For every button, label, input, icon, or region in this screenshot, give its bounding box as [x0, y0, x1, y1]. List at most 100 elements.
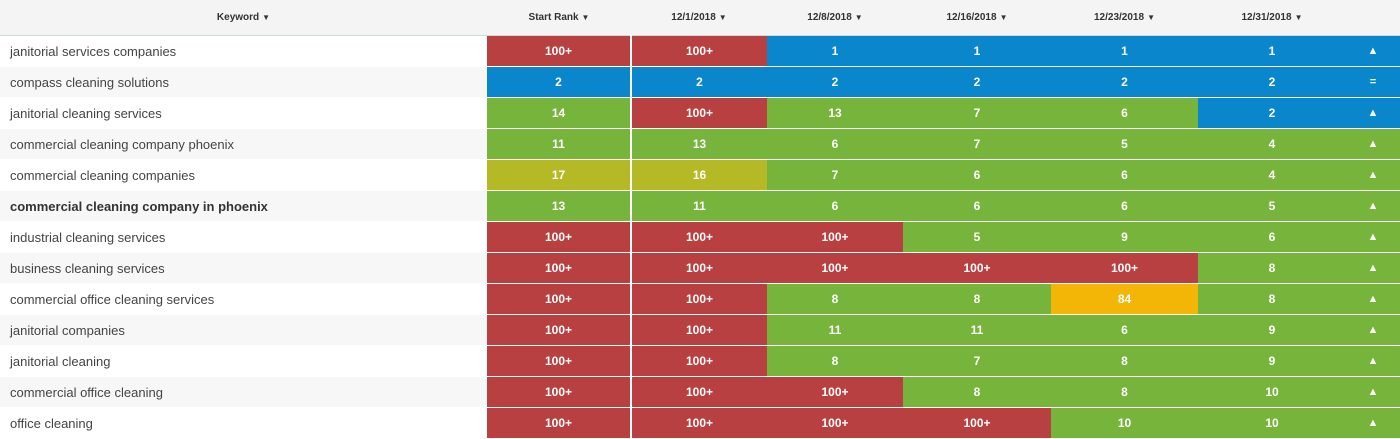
- keyword-cell: janitorial cleaning: [0, 345, 487, 377]
- rank-cell: 8: [1051, 345, 1198, 377]
- keyword-cell: commercial office cleaning services: [0, 283, 487, 315]
- table-row: commercial office cleaning 100+ 100+ 100+ 8 8…: [0, 376, 1400, 408]
- rank-cell: 6: [1198, 221, 1346, 253]
- rank-cell: 16: [631, 159, 767, 191]
- start-rank-cell: 100+: [487, 221, 632, 253]
- sort-arrow-icon: ▼: [854, 13, 863, 22]
- trend-up-icon: ▲: [1346, 190, 1400, 222]
- trend-up-icon: ▲: [1346, 314, 1400, 346]
- keyword-cell: commercial cleaning company in phoenix: [0, 190, 487, 222]
- table-row: commercial cleaning company phoenix 11 13 6…: [0, 128, 1400, 160]
- start-rank-cell: 100+: [487, 252, 632, 284]
- keyword-cell: industrial cleaning services: [0, 221, 487, 253]
- rank-cell: 84: [1051, 283, 1198, 315]
- rank-cell: 4: [1198, 128, 1346, 160]
- rank-cell: 100+: [631, 314, 767, 346]
- rank-cell: 6: [767, 128, 903, 160]
- trend-up-icon: ▲: [1346, 35, 1400, 67]
- rank-cell: 2: [1051, 66, 1198, 98]
- rank-cell: 7: [903, 128, 1051, 160]
- rank-cell: 8: [1051, 376, 1198, 408]
- rank-cell: 1: [1198, 35, 1346, 67]
- table-header: Keyword ▼ Start Rank ▼ 12/1/2018 ▼ 12/8/201…: [0, 0, 1400, 36]
- sort-arrow-icon: ▼: [1147, 13, 1155, 22]
- column-header-trend: [1346, 0, 1400, 36]
- rank-cell: 100+: [631, 97, 767, 129]
- rank-cell: 8: [1198, 283, 1346, 315]
- rank-cell: 9: [1051, 221, 1198, 253]
- keyword-cell: janitorial cleaning services: [0, 97, 487, 129]
- trend-equal-icon: =: [1346, 66, 1400, 98]
- column-header-label: 12/31/2018: [1241, 12, 1292, 23]
- rank-cell: 2: [631, 66, 767, 98]
- trend-up-icon: ▲: [1346, 159, 1400, 191]
- table-body: janitorial services companies 100+ 100+ 1 1 1…: [0, 35, 1400, 439]
- rank-cell: 5: [1198, 190, 1346, 222]
- column-header-label: 12/16/2018: [946, 12, 997, 23]
- rank-cell: 10: [1198, 376, 1346, 408]
- keyword-cell: commercial office cleaning: [0, 376, 487, 408]
- rank-cell: 100+: [903, 252, 1051, 284]
- table-row: janitorial companies 100+ 100+ 11 11 6 9 ▲: [0, 314, 1400, 346]
- start-rank-cell: 100+: [487, 314, 632, 346]
- trend-up-icon: ▲: [1346, 97, 1400, 129]
- column-header-start-rank[interactable]: Start Rank ▼: [487, 0, 631, 36]
- sort-arrow-icon: ▼: [718, 13, 727, 22]
- table-row: janitorial services companies 100+ 100+ 1 1 1…: [0, 35, 1400, 67]
- rank-cell: 100+: [631, 221, 767, 253]
- rank-cell: 5: [1051, 128, 1198, 160]
- keyword-cell: business cleaning services: [0, 252, 487, 284]
- rank-cell: 6: [1051, 159, 1198, 191]
- sort-arrow-icon: ▼: [581, 13, 590, 22]
- rank-cell: 6: [1051, 314, 1198, 346]
- rank-cell: 1: [1051, 35, 1198, 67]
- rank-cell: 100+: [767, 221, 903, 253]
- start-rank-cell: 100+: [487, 35, 632, 67]
- rank-cell: 100+: [631, 252, 767, 284]
- column-header-label: 12/1/2018: [671, 12, 716, 23]
- column-header-label: Keyword: [216, 12, 260, 23]
- column-header-date-1[interactable]: 12/1/2018 ▼: [631, 0, 767, 36]
- table-row: industrial cleaning services 100+ 100+ 100+…: [0, 221, 1400, 253]
- column-header-date-4[interactable]: 12/23/2018 ▼: [1051, 0, 1198, 36]
- sort-arrow-icon: ▼: [1294, 13, 1303, 22]
- rank-cell: 2: [903, 66, 1051, 98]
- rank-cell: 6: [1051, 190, 1198, 222]
- rank-cell: 7: [903, 97, 1051, 129]
- keyword-cell: commercial cleaning companies: [0, 159, 487, 191]
- rank-cell: 6: [903, 159, 1051, 191]
- start-rank-cell: 2: [487, 66, 632, 98]
- rank-cell: 100+: [631, 283, 767, 315]
- rank-cell: 5: [903, 221, 1051, 253]
- rank-cell: 13: [631, 128, 767, 160]
- trend-up-icon: ▲: [1346, 283, 1400, 315]
- rank-cell: 100+: [631, 345, 767, 377]
- start-rank-cell: 17: [487, 159, 632, 191]
- start-rank-cell: 100+: [487, 376, 632, 408]
- rank-cell: 1: [767, 35, 903, 67]
- rank-cell: 2: [767, 66, 903, 98]
- trend-up-icon: ▲: [1346, 376, 1400, 408]
- column-header-keyword[interactable]: Keyword ▼: [0, 0, 487, 36]
- column-header-label: 12/23/2018: [1094, 12, 1145, 23]
- rank-cell: 8: [767, 283, 903, 315]
- sort-arrow-icon: ▼: [999, 13, 1008, 22]
- column-header-date-3[interactable]: 12/16/2018 ▼: [903, 0, 1051, 36]
- rank-cell: 2: [1198, 97, 1346, 129]
- start-rank-cell: 13: [487, 190, 632, 222]
- column-header-label: Start Rank: [528, 12, 579, 23]
- trend-up-icon: ▲: [1346, 128, 1400, 160]
- start-rank-cell: 14: [487, 97, 632, 129]
- rank-cell: 8: [903, 376, 1051, 408]
- rank-cell: 8: [903, 283, 1051, 315]
- rank-cell: 11: [767, 314, 903, 346]
- table-row: commercial office cleaning services 100+ 1…: [0, 283, 1400, 315]
- table-row: janitorial cleaning 100+ 100+ 8 7 8 9 ▲: [0, 345, 1400, 377]
- rank-cell: 6: [1051, 97, 1198, 129]
- rank-cell: 100+: [767, 252, 903, 284]
- rank-cell: 1: [903, 35, 1051, 67]
- column-header-date-2[interactable]: 12/8/2018 ▼: [767, 0, 903, 36]
- column-header-date-5[interactable]: 12/31/2018 ▼: [1198, 0, 1346, 36]
- table-row: janitorial cleaning services 14 100+ 13 7 6 2 ▲: [0, 97, 1400, 129]
